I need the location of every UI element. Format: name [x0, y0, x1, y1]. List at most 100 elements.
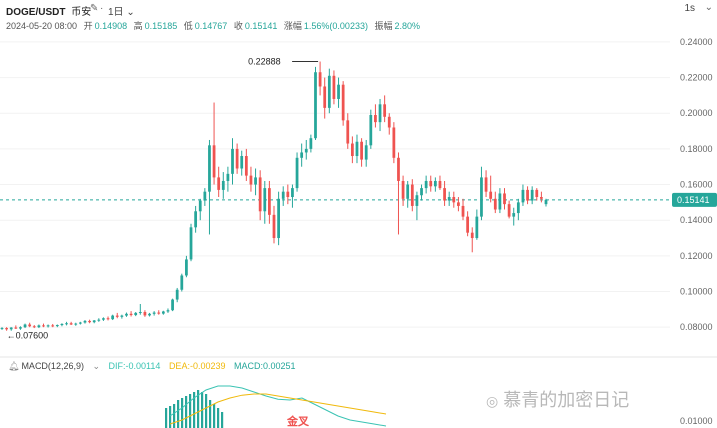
speed-label[interactable]: 1s	[684, 3, 695, 14]
macd-bar	[217, 408, 220, 428]
candle-body	[32, 326, 36, 328]
macd-bar	[189, 394, 192, 428]
candle-body	[466, 216, 470, 233]
macd-bar	[169, 406, 172, 428]
macd-bar	[165, 408, 168, 428]
close-value: 0.15141	[244, 21, 278, 31]
candle-body	[457, 202, 460, 206]
candle-body	[415, 195, 419, 206]
candle-body	[102, 318, 105, 320]
candle-body	[355, 141, 359, 157]
open-value: 0.14908	[94, 21, 128, 31]
candle-body	[106, 318, 110, 320]
candle-body	[125, 313, 128, 316]
candle-body	[9, 327, 13, 330]
y-tick-label: 0.16000	[680, 180, 713, 190]
candle-body	[254, 177, 257, 185]
change-label: 涨幅	[283, 21, 302, 31]
golden-cross-annotation: 金叉	[286, 414, 310, 428]
candle-body	[231, 148, 234, 174]
candle-body	[346, 120, 350, 144]
candle-body	[60, 323, 64, 326]
candle-body	[221, 180, 225, 190]
candle-body	[489, 191, 493, 199]
candle-body	[88, 320, 91, 323]
interval-selector[interactable]: 1日 ⌄	[108, 3, 135, 18]
watermark: ◎ 慕青的加密日记	[486, 386, 629, 412]
exchange-name: 币安	[71, 7, 92, 18]
candle-body	[129, 313, 133, 316]
candle-body	[46, 325, 50, 327]
candle-body	[387, 116, 391, 128]
candle-body	[443, 188, 446, 201]
candle-body	[203, 191, 207, 201]
chevron-down-icon[interactable]: ⌄	[92, 361, 101, 371]
candle-body	[14, 327, 18, 329]
candle-body	[374, 115, 377, 123]
candle-body	[134, 312, 138, 316]
candle-body	[327, 75, 331, 108]
macd-indicator-name[interactable]: MACD(12,26,9)	[21, 361, 84, 371]
candle-body	[268, 188, 271, 215]
y-tick-label: 0.08000	[680, 322, 713, 332]
candle-body	[185, 259, 188, 276]
candle-body	[498, 193, 502, 210]
candle-body	[475, 216, 479, 239]
candle-body	[424, 180, 428, 189]
candle-body	[263, 188, 267, 212]
candle-body	[530, 189, 534, 201]
candle-body	[438, 180, 442, 189]
macd-bar	[221, 412, 224, 428]
candle-body	[92, 320, 96, 323]
candle-body	[277, 198, 280, 239]
candle-body	[120, 315, 124, 317]
candle-body	[295, 157, 299, 189]
candle-body	[392, 127, 396, 158]
candle-body	[51, 325, 55, 327]
candle-body	[235, 148, 239, 169]
candle-body	[55, 325, 59, 327]
candle-body	[420, 188, 423, 196]
macd-bar	[185, 396, 188, 428]
chevron-down-icon[interactable]: ⌄	[704, 2, 713, 13]
candle-body	[217, 177, 221, 190]
candle-body	[286, 191, 290, 198]
current-price-label: 0.15141	[677, 195, 710, 205]
symbol-title[interactable]: DOGE/USDT 币安	[6, 3, 91, 18]
candle-body	[369, 115, 373, 146]
candle-body	[544, 199, 548, 205]
candle-body	[152, 312, 156, 314]
macd-bar	[177, 400, 180, 428]
candle-body	[244, 156, 248, 176]
candle-body	[433, 180, 437, 187]
candle-body	[309, 138, 313, 149]
macd-bar	[193, 392, 196, 428]
macd-hist-value: MACD:0.00251	[234, 361, 296, 371]
bell-icon[interactable]: 🔔︎	[8, 361, 20, 371]
candle-body	[115, 315, 119, 317]
y-tick-label: 0.14000	[680, 215, 713, 225]
candle-body	[69, 323, 73, 325]
interval-label: 1日	[108, 7, 124, 18]
macd-bar	[205, 394, 208, 428]
macd-dif-line	[169, 385, 387, 427]
macd-bar	[201, 392, 204, 428]
candle-body	[512, 213, 516, 217]
dot-separator-icon: ·	[100, 3, 104, 14]
candle-body	[198, 200, 202, 212]
candle-body	[281, 191, 285, 199]
wechat-logo-icon: ◎	[486, 393, 499, 409]
y-tick-label: 0.20000	[680, 108, 713, 118]
candle-body	[175, 289, 179, 300]
candle-body	[470, 232, 474, 239]
candle-body	[406, 184, 410, 199]
edit-icon[interactable]: ✎	[90, 3, 99, 14]
macd-bar	[197, 390, 200, 428]
candle-body	[143, 312, 147, 316]
candle-body	[212, 145, 216, 178]
candle-body	[304, 148, 308, 153]
ohlc-readout: 2024-05-20 08:00 开 0.14908 高 0.15185 低 0.14…	[6, 19, 424, 32]
candle-body	[337, 84, 340, 99]
candle-body	[484, 177, 488, 192]
candle-body	[0, 328, 4, 330]
